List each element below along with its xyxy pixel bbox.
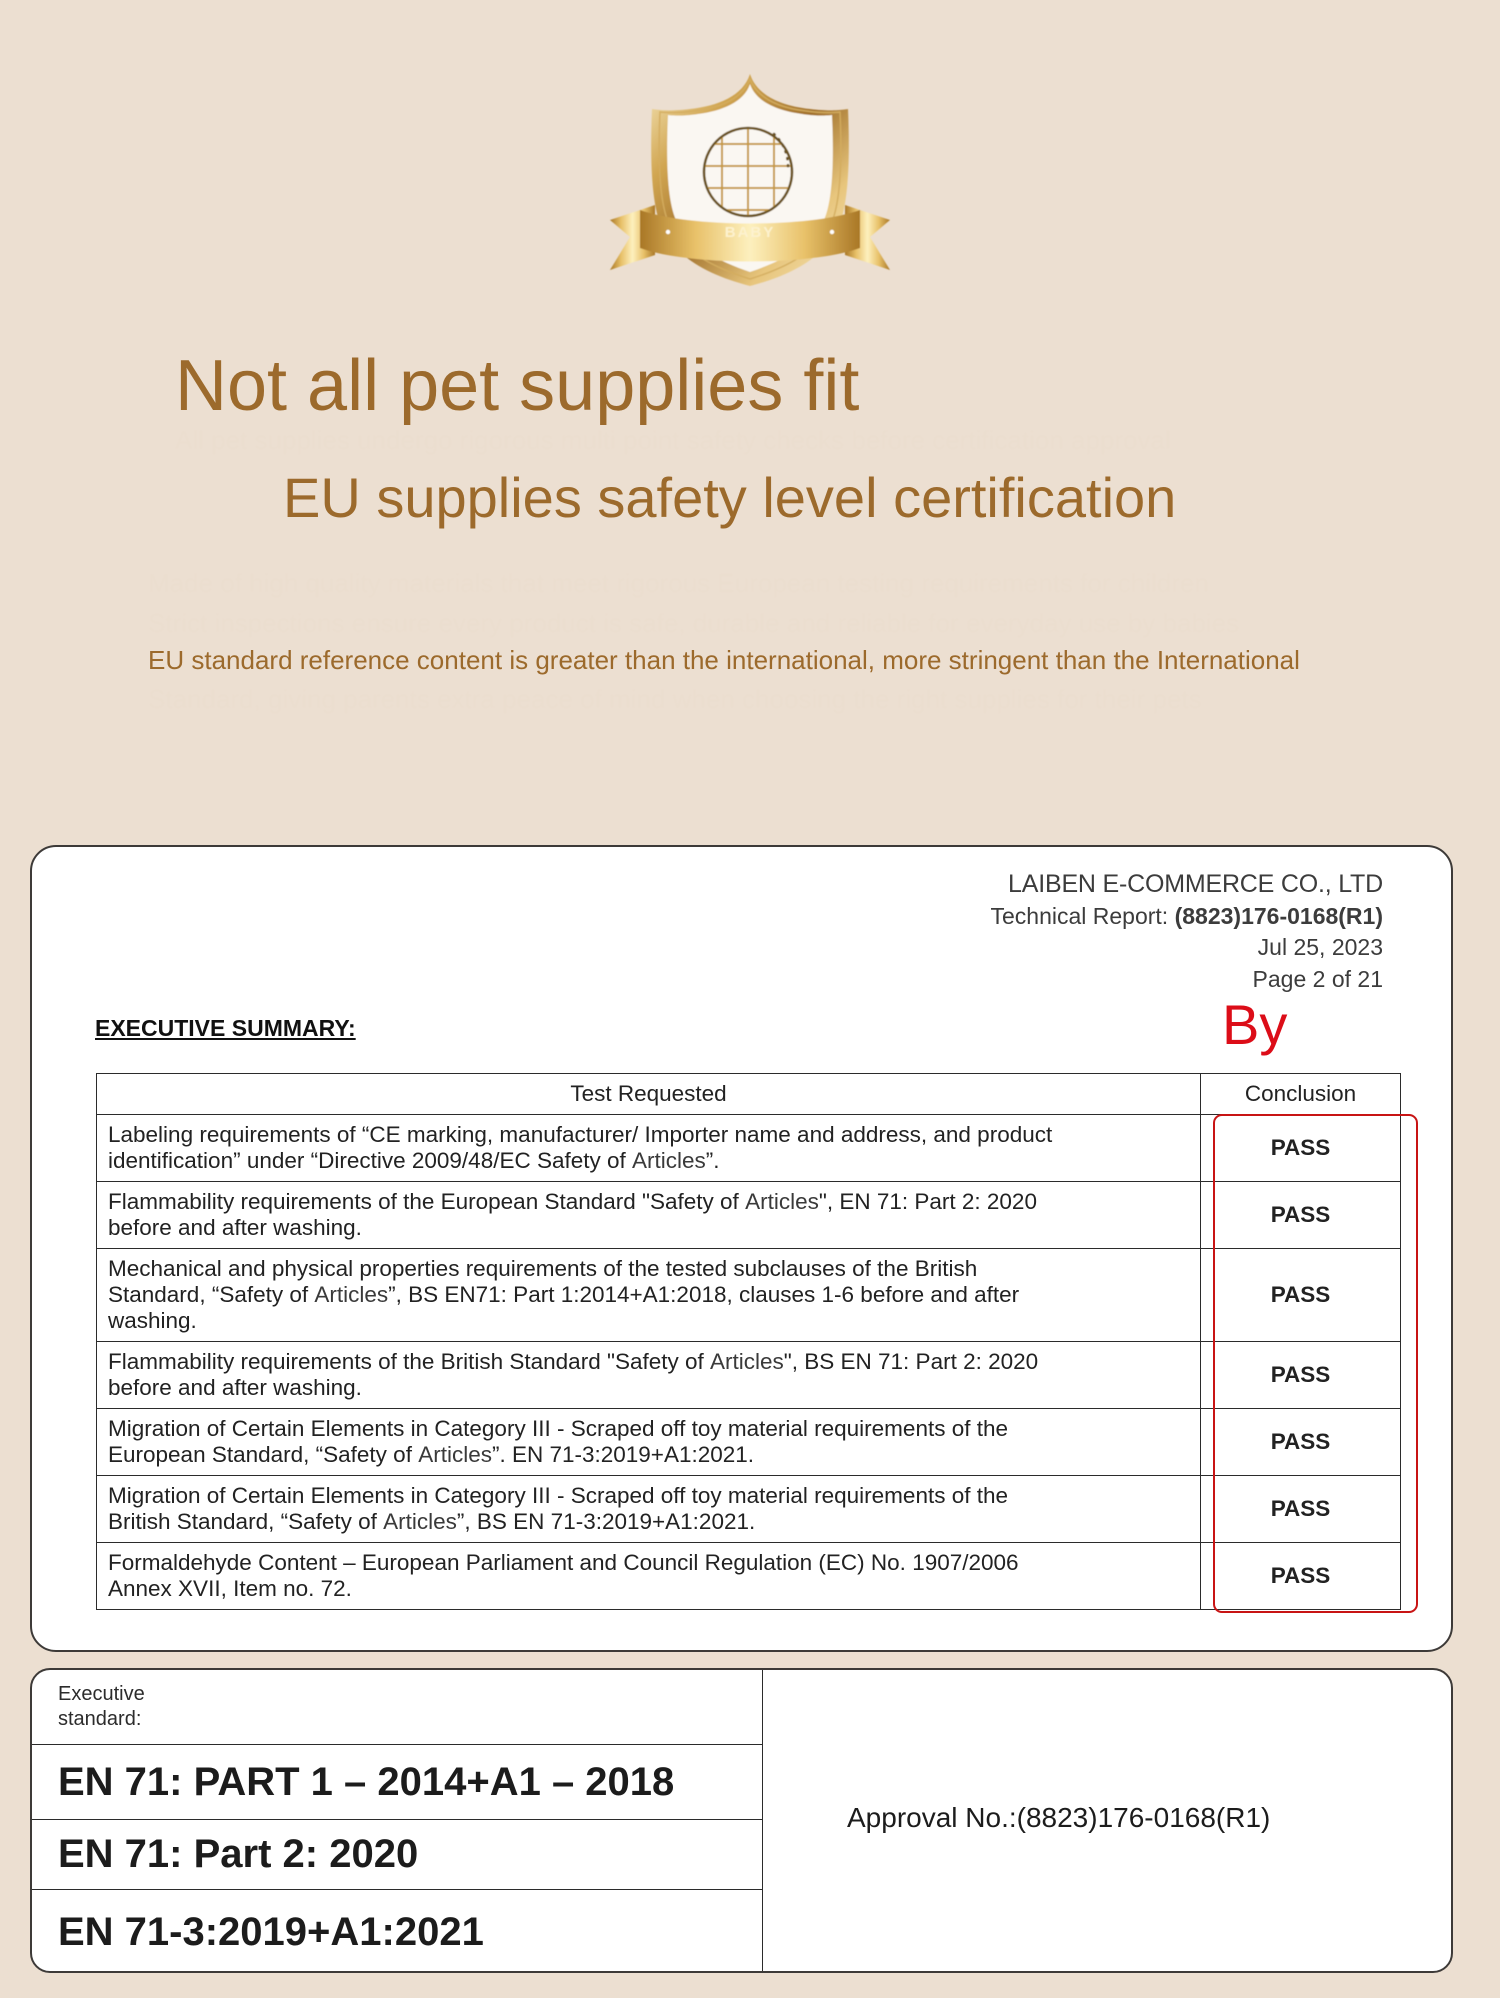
svg-text:BABY: BABY bbox=[725, 224, 776, 241]
